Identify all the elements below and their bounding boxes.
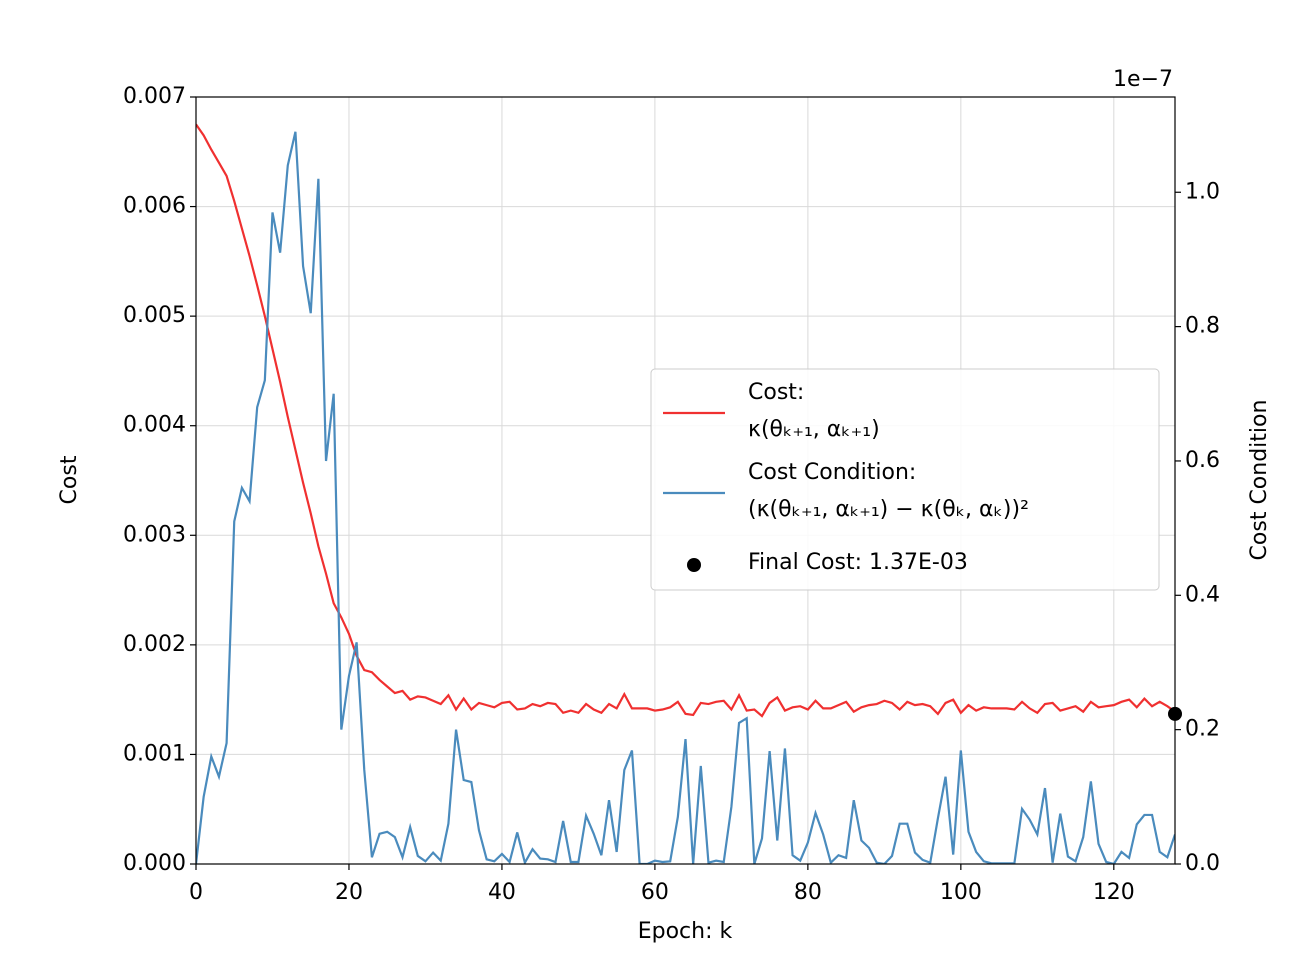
y2-axis-label: Cost Condition [1247, 400, 1272, 561]
y-tick-label: 0.001 [123, 741, 186, 766]
y-tick-label: 0.006 [123, 194, 186, 219]
x-tick-label: 80 [794, 880, 822, 905]
y-tick-label: 0.004 [123, 413, 186, 438]
y-tick-label: 0.002 [123, 632, 186, 657]
plot-area [196, 123, 1175, 864]
legend-label: Cost Condition: [748, 460, 916, 485]
legend: Cost: κ(θₖ₊₁, αₖ₊₁) Cost Condition: (κ(θₖ₊₁… [650, 368, 1160, 591]
x-tick-label: 60 [641, 880, 669, 905]
y-tick-label: 0.007 [123, 84, 186, 109]
y2-offset-label: 1e−7 [1113, 67, 1173, 92]
y2-tick-label: 1.0 [1185, 179, 1220, 204]
y-tick-label: 0.005 [123, 303, 186, 328]
y-tick-label: 0.000 [123, 851, 186, 876]
y2-tick-label: 0.6 [1185, 448, 1220, 473]
y2-tick-label: 0.2 [1185, 717, 1220, 742]
series-line [196, 131, 1175, 864]
x-tick-label: 40 [488, 880, 516, 905]
y2-tick-label: 0.8 [1185, 314, 1220, 339]
legend-box [650, 368, 1160, 591]
plot-frame [195, 96, 1176, 865]
x-axis-label: Epoch: k [638, 919, 733, 944]
final-point [1168, 706, 1182, 721]
x-tick-label: 20 [335, 880, 363, 905]
y-axis-label: Cost [57, 455, 82, 504]
x-tick-label: 100 [940, 880, 982, 905]
y-tick-label: 0.003 [123, 522, 186, 547]
legend-marker [687, 558, 701, 572]
legend-label: κ(θₖ₊₁, αₖ₊₁) [748, 417, 880, 442]
legend-label: (κ(θₖ₊₁, αₖ₊₁) − κ(θₖ, αₖ))² [748, 497, 1029, 522]
x-tick-label: 120 [1093, 880, 1135, 905]
y2-tick-label: 0.4 [1185, 582, 1220, 607]
legend-label: Cost: [748, 380, 804, 405]
x-tick-label: 0 [189, 880, 203, 905]
y2-tick-label: 0.0 [1185, 851, 1220, 876]
series-line [196, 123, 1175, 718]
legend-label: Final Cost: 1.37E-03 [748, 550, 968, 575]
